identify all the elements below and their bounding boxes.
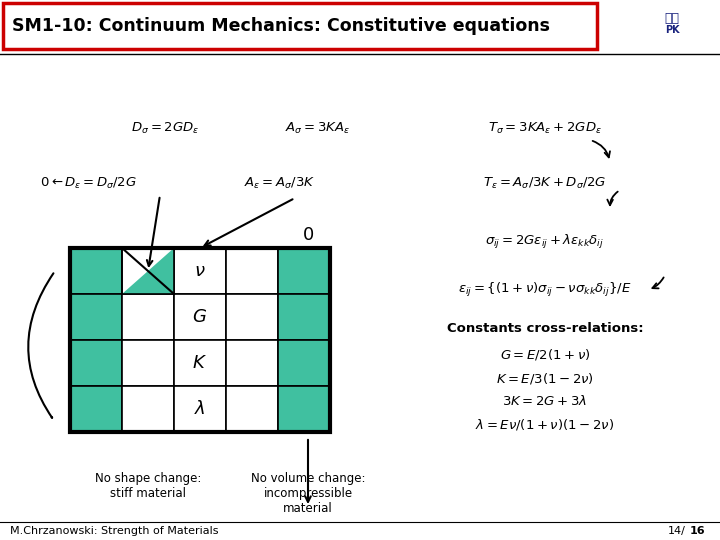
Text: $\nu$: $\nu$ bbox=[194, 262, 206, 280]
Text: M.Chrzanowski: Strength of Materials: M.Chrzanowski: Strength of Materials bbox=[10, 526, 218, 536]
Text: No shape change:
stiff material: No shape change: stiff material bbox=[95, 472, 201, 500]
FancyBboxPatch shape bbox=[3, 3, 597, 49]
Bar bbox=[70, 340, 122, 386]
Bar bbox=[122, 340, 174, 386]
Polygon shape bbox=[122, 248, 174, 294]
Bar bbox=[174, 386, 226, 432]
Text: 14/: 14/ bbox=[668, 526, 686, 536]
Text: $A_\sigma = 3KA_\varepsilon$: $A_\sigma = 3KA_\varepsilon$ bbox=[285, 120, 351, 136]
Text: $\lambda$: $\lambda$ bbox=[194, 400, 206, 418]
Text: $A_\varepsilon = A_\sigma / 3K$: $A_\varepsilon = A_\sigma / 3K$ bbox=[244, 176, 315, 191]
Bar bbox=[278, 340, 330, 386]
Bar bbox=[122, 386, 174, 432]
Bar bbox=[70, 248, 330, 432]
Text: $\lambda = E\nu/(1+\nu)(1-2\nu)$: $\lambda = E\nu/(1+\nu)(1-2\nu)$ bbox=[475, 416, 615, 431]
Bar bbox=[174, 340, 226, 386]
Bar bbox=[122, 248, 174, 294]
Text: $0 \leftarrow D_\varepsilon = D_\sigma / 2G$: $0 \leftarrow D_\varepsilon = D_\sigma /… bbox=[40, 176, 137, 191]
Bar bbox=[174, 294, 226, 340]
Bar bbox=[226, 294, 278, 340]
Text: 0: 0 bbox=[302, 226, 314, 244]
Text: No volume change:
incompressible
material: No volume change: incompressible materia… bbox=[251, 472, 365, 515]
Text: ⓅⓀ: ⓅⓀ bbox=[665, 11, 680, 24]
Text: $G = E/2(1+\nu)$: $G = E/2(1+\nu)$ bbox=[500, 348, 590, 362]
FancyArrowPatch shape bbox=[28, 273, 53, 418]
Bar bbox=[278, 294, 330, 340]
Text: PK: PK bbox=[665, 25, 679, 35]
Bar bbox=[122, 248, 174, 294]
Bar bbox=[278, 248, 330, 294]
Text: $\sigma_{ij} = 2G\varepsilon_{ij} + \lambda\varepsilon_{kk}\delta_{ij}$: $\sigma_{ij} = 2G\varepsilon_{ij} + \lam… bbox=[485, 233, 605, 251]
Text: $K$: $K$ bbox=[192, 354, 207, 372]
Text: $3K = 2G + 3\lambda$: $3K = 2G + 3\lambda$ bbox=[503, 394, 588, 408]
Text: $D_\sigma = 2GD_\varepsilon$: $D_\sigma = 2GD_\varepsilon$ bbox=[131, 120, 199, 136]
Text: $T_\varepsilon = A_\sigma / 3K + D_\sigma / 2G$: $T_\varepsilon = A_\sigma / 3K + D_\sigm… bbox=[483, 176, 607, 191]
Text: Constants cross-relations:: Constants cross-relations: bbox=[446, 321, 643, 334]
Bar bbox=[226, 340, 278, 386]
Text: SM1-10: Continuum Mechanics: Constitutive equations: SM1-10: Continuum Mechanics: Constitutiv… bbox=[12, 17, 550, 35]
Bar bbox=[122, 294, 174, 340]
Bar bbox=[70, 294, 122, 340]
Bar bbox=[226, 248, 278, 294]
Text: $\varepsilon_{ij} = \{(1+\nu)\sigma_{ij} - \nu\sigma_{kk}\delta_{ij}\}/E$: $\varepsilon_{ij} = \{(1+\nu)\sigma_{ij}… bbox=[458, 281, 632, 299]
Text: $K = E/3(1-2\nu)$: $K = E/3(1-2\nu)$ bbox=[496, 370, 594, 386]
Bar bbox=[70, 386, 122, 432]
Bar bbox=[174, 248, 226, 294]
Text: 16: 16 bbox=[690, 526, 706, 536]
Bar bbox=[226, 386, 278, 432]
Bar bbox=[70, 248, 122, 294]
Text: $T_\sigma = 3KA_\varepsilon + 2GD_\varepsilon$: $T_\sigma = 3KA_\varepsilon + 2GD_\varep… bbox=[488, 120, 602, 136]
Text: $G$: $G$ bbox=[192, 308, 207, 326]
Bar bbox=[278, 386, 330, 432]
